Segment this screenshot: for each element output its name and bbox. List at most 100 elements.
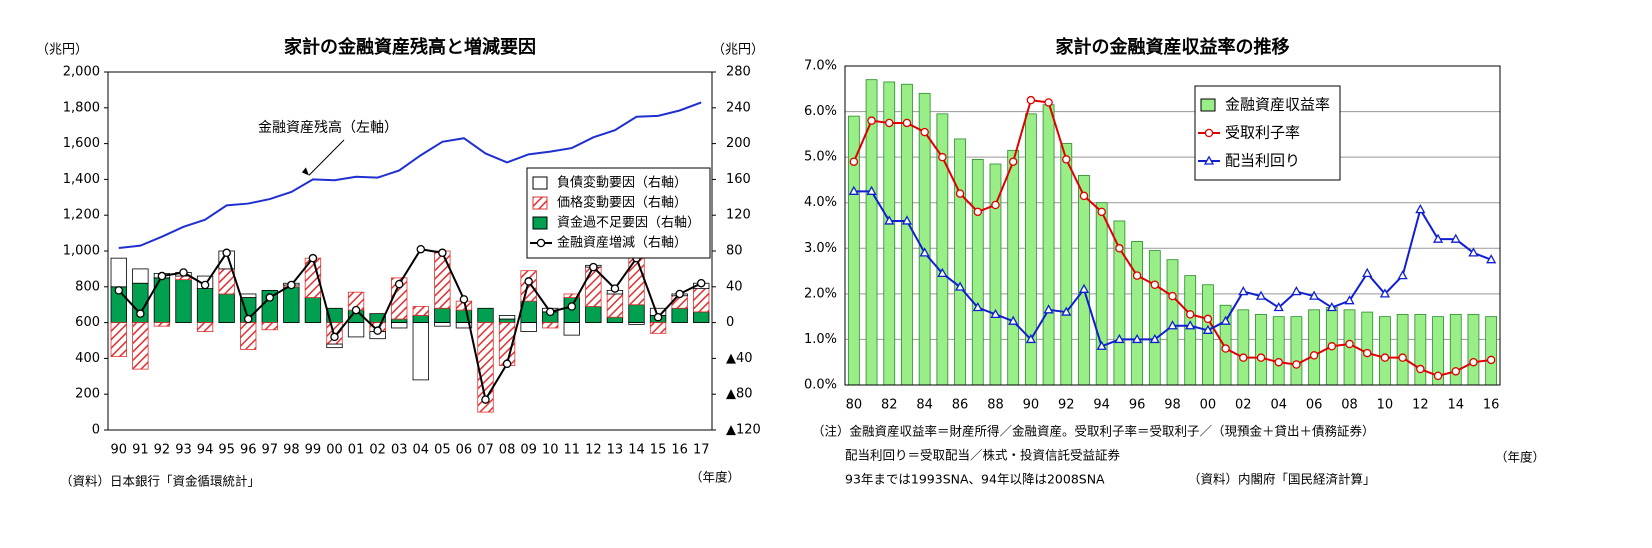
line-marker	[1114, 333, 1125, 344]
bar	[1467, 313, 1480, 386]
y2-tick-label: 200	[726, 136, 751, 151]
line-marker	[1132, 271, 1142, 280]
line-marker	[351, 305, 361, 315]
x-tick-label: 96	[240, 443, 257, 458]
legend-swatch	[532, 196, 548, 210]
line-marker	[287, 280, 296, 290]
bar	[175, 279, 192, 324]
bar	[498, 318, 516, 323]
bar	[391, 277, 408, 320]
bar	[1255, 313, 1267, 386]
x-tick-label: 94	[1093, 398, 1110, 413]
bar	[585, 306, 602, 323]
line-marker	[200, 280, 210, 290]
bar	[1060, 143, 1073, 386]
bar	[283, 286, 300, 323]
x-tick-label: 08	[499, 443, 516, 458]
x-tick-label: 02	[1235, 398, 1252, 413]
x-tick-label: 99	[305, 443, 322, 458]
line-marker	[1256, 353, 1266, 362]
bar	[628, 322, 645, 325]
line-marker	[1238, 286, 1249, 296]
bar	[455, 322, 473, 329]
line-marker	[675, 289, 684, 299]
x-tick-label: 84	[916, 398, 933, 413]
line-marker	[1131, 333, 1143, 344]
line-marker	[1078, 283, 1090, 293]
note: 配当利回り＝受取配当／株式・投資信託受益証券	[845, 448, 1121, 463]
y-tick-label: 0.0%	[804, 378, 837, 393]
y2-tick-label: 160	[726, 172, 751, 187]
x-tick-label: 96	[1129, 398, 1146, 413]
x-tick-label: 10	[1377, 398, 1394, 413]
x-tick-label: 03	[391, 443, 408, 458]
line-marker	[696, 278, 706, 288]
x-tick-label: 12	[1412, 398, 1429, 413]
x-tick-label: 82	[881, 398, 898, 413]
x-tick-label: 90	[111, 443, 128, 458]
bar	[1414, 313, 1427, 386]
line-marker	[1432, 233, 1444, 243]
y-tick-label: 7.0%	[804, 59, 837, 74]
bar	[477, 307, 494, 323]
line-marker	[1451, 367, 1460, 376]
plot-frame	[844, 65, 1501, 386]
line-marker	[954, 281, 966, 291]
line-marker	[1309, 351, 1319, 360]
chart-title: 家計の金融資産収益率の推移	[1056, 36, 1290, 58]
x-tick-label: 91	[132, 443, 149, 458]
line-marker	[902, 118, 912, 128]
bar	[132, 268, 149, 284]
line-marker	[849, 157, 859, 166]
line-marker	[114, 286, 124, 295]
line-marker	[1255, 290, 1267, 300]
bar	[606, 293, 624, 318]
line-marker	[919, 247, 930, 257]
bar	[1290, 316, 1303, 386]
line-marker	[481, 395, 490, 404]
x-tick-label: 06	[456, 443, 473, 458]
line-marker	[848, 185, 859, 195]
legend-label: 金融資産増減（右軸）	[557, 235, 687, 251]
y-tick-label: 1,400	[63, 172, 100, 187]
x-tick-label: 12	[585, 443, 602, 458]
legend-swatch	[532, 176, 548, 190]
y2-tick-label: ▲120	[726, 423, 761, 438]
line-marker	[1220, 315, 1231, 325]
line-marker	[973, 207, 983, 217]
bar	[520, 270, 537, 302]
x-tick-label: 92	[154, 443, 171, 458]
x-tick-label: 01	[348, 443, 365, 458]
line-marker	[1309, 290, 1320, 300]
x-tick-label: 97	[262, 443, 279, 458]
bar	[1396, 313, 1409, 386]
x-tick-label: 16	[671, 443, 688, 458]
line-marker	[243, 314, 253, 324]
line-marker	[991, 200, 1000, 210]
source: （資料）内閣府「国民経済計算」	[1188, 472, 1376, 487]
bar	[304, 297, 322, 324]
bar	[693, 311, 710, 323]
legend-label: 配当利回り	[1225, 152, 1300, 170]
y-tick-label: 1,600	[63, 136, 100, 151]
x-tick-label: 14	[628, 443, 645, 458]
line-marker	[1362, 267, 1373, 277]
bar	[1202, 284, 1214, 386]
line-marker	[1062, 155, 1071, 164]
line-marker	[502, 359, 512, 369]
x-tick-label: 98	[1164, 398, 1181, 413]
bar	[1379, 316, 1391, 386]
bar	[693, 288, 710, 313]
line-marker	[1079, 191, 1089, 201]
bar	[628, 304, 645, 324]
y-tick-label: 1,000	[63, 244, 100, 259]
x-tick-label: 14	[1447, 398, 1464, 413]
x-axis-label: （年度）	[1495, 450, 1545, 465]
bar	[1095, 202, 1108, 386]
legend-box	[526, 167, 711, 259]
annotation-arrowhead	[301, 167, 309, 176]
line-marker	[990, 308, 1001, 319]
line-marker	[1450, 233, 1461, 243]
y-tick-label: 1.0%	[804, 332, 837, 347]
line-marker	[1204, 128, 1214, 138]
